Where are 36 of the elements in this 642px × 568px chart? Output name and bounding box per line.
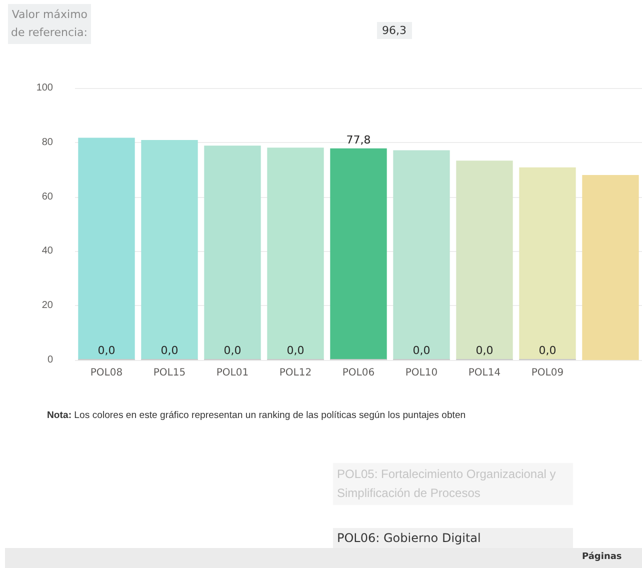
x-tick-label: POL06	[342, 368, 375, 378]
text: Nota: Los colores en este gráfico representan un ranking de las políticas según los puntajes obten	[47, 410, 466, 421]
bar	[204, 146, 261, 360]
bar	[519, 167, 576, 360]
bar	[141, 140, 198, 360]
data-label: 0,0	[98, 344, 116, 357]
x-tick-label: POL12	[279, 368, 312, 378]
x-tick-label: POL09	[531, 368, 564, 378]
data-label: 0,0	[224, 344, 242, 357]
bar	[582, 175, 639, 360]
y-tick-label: 0	[47, 354, 54, 366]
y-tick-label: 100	[36, 82, 54, 94]
data-label: 77,8	[346, 133, 371, 146]
x-tick-label: POL15	[153, 368, 186, 378]
data-label: 0,0	[412, 344, 430, 357]
bar	[330, 148, 387, 360]
text: 96,3	[377, 22, 412, 39]
y-tick-label: 20	[42, 300, 54, 312]
x-tick-label: POL08	[90, 368, 123, 378]
y-tick-label: 80	[42, 136, 54, 148]
text: Páginas	[582, 552, 622, 562]
bar	[393, 150, 450, 360]
text: Valor máximo de referencia:	[8, 4, 91, 44]
y-tick-label: 40	[42, 246, 54, 257]
x-tick-label: POL10	[405, 368, 438, 378]
bar	[78, 138, 135, 360]
data-label: 0,0	[476, 344, 494, 357]
data-label: 0,0	[286, 344, 304, 357]
x-tick-label: POL01	[216, 368, 249, 378]
data-label: 0,0	[160, 344, 178, 357]
x-tick-label: POL14	[468, 368, 501, 378]
bar	[267, 148, 324, 360]
data-label: 0,0	[538, 344, 556, 357]
bar	[456, 160, 513, 360]
y-tick-label: 60	[42, 191, 54, 202]
text: POL06: Gobierno Digital	[333, 528, 573, 548]
